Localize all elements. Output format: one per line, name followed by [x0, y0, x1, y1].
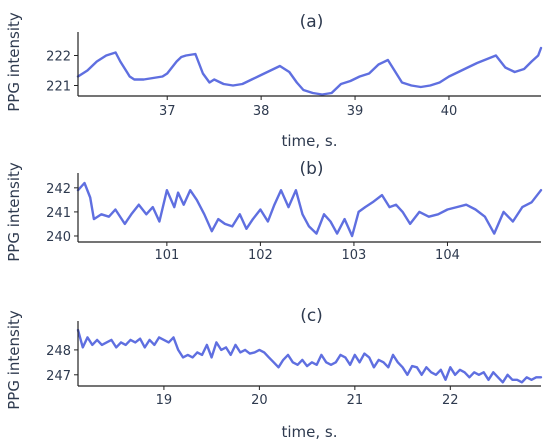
panel-title: (c): [300, 306, 323, 326]
series-line: [76, 181, 543, 238]
x-tick-label: 101: [154, 248, 179, 263]
y-tick-label: 240: [46, 230, 71, 245]
y-tick-label: 247: [46, 369, 71, 384]
x-tick-label: 104: [435, 248, 460, 263]
y-tick-label: 222: [46, 50, 71, 65]
y-tick-label: 241: [46, 206, 71, 221]
x-tick-label: 20: [251, 393, 268, 408]
x-tick-label: 102: [248, 248, 273, 263]
x-tick-label: 40: [441, 104, 458, 119]
x-axis-label: time, s.: [281, 423, 337, 441]
x-tick-label: 39: [347, 104, 364, 119]
panel-title: (a): [300, 12, 324, 32]
x-tick-label: 19: [156, 393, 173, 408]
x-tick-label: 22: [442, 393, 459, 408]
x-tick-label: 103: [342, 248, 367, 263]
series-line: [76, 328, 543, 384]
y-axis-label: PPG intensity: [5, 162, 23, 262]
panel-1: (a) PPG intensity time, s. 37 38 39 40 221 222: [5, 12, 543, 150]
y-axis-label: PPG intensity: [5, 310, 23, 410]
y-tick-label: 221: [46, 80, 71, 95]
y-tick-label: 248: [46, 344, 71, 359]
x-axis-label: time, s.: [281, 132, 337, 150]
series-line: [76, 46, 543, 96]
y-tick-label: 242: [46, 182, 71, 197]
panel-3: (c) PPG intensity time, s. 19 20 21 22 247 248: [5, 306, 543, 441]
x-tick-label: 21: [347, 393, 364, 408]
x-tick-label: 38: [253, 104, 270, 119]
y-axis-label: PPG intensity: [5, 12, 23, 112]
x-tick-label: 37: [159, 104, 176, 119]
panel-title: (b): [299, 159, 323, 179]
panel-2: (b) PPG intensity 101 102 103 104 240 241 242: [5, 159, 543, 263]
